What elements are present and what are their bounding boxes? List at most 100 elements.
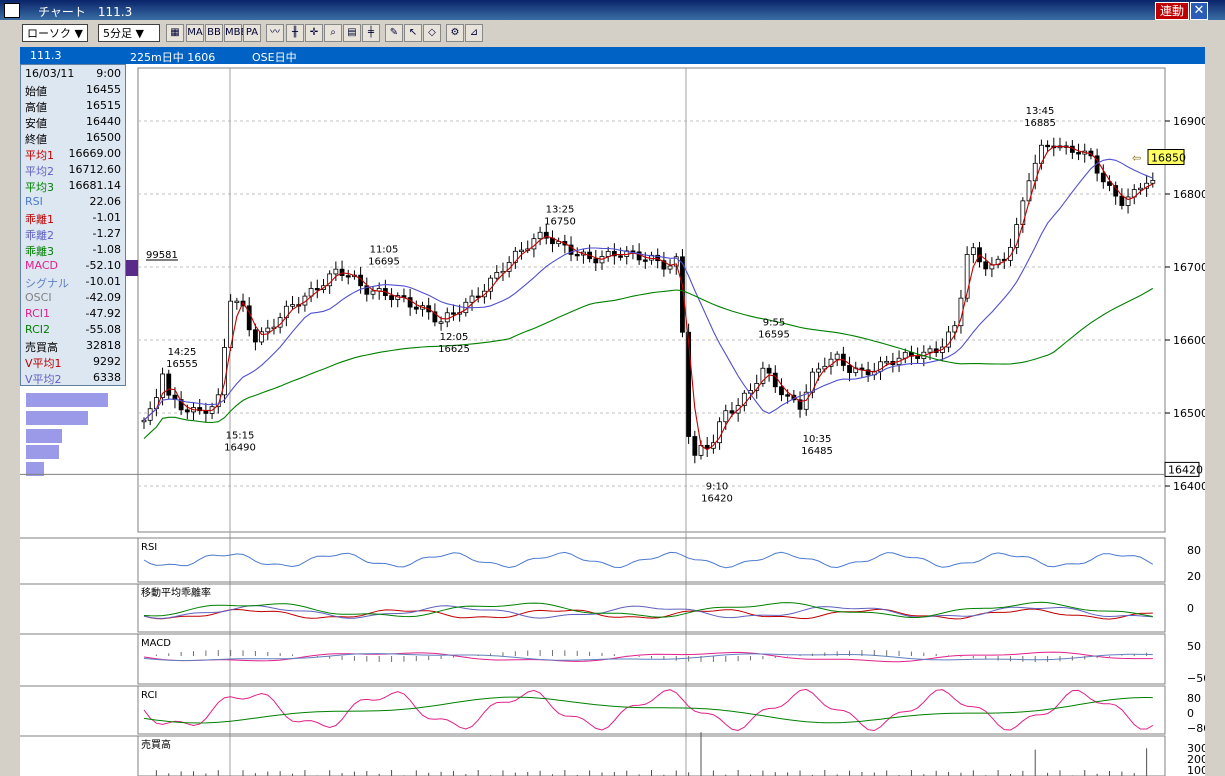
current-price-label: 16850: [1151, 152, 1186, 165]
annotation-price: 16420: [701, 493, 733, 504]
data-row-value: 16500: [86, 131, 121, 144]
candle-body: [593, 258, 599, 264]
right-scrollbar[interactable]: [1208, 47, 1225, 776]
candle-body: [797, 399, 803, 410]
candle-body: [438, 321, 444, 324]
data-row-label: 売買高: [25, 341, 58, 354]
close-icon[interactable]: ✕: [1190, 2, 1208, 20]
chart-type-select[interactable]: ローソク ▼: [22, 24, 88, 42]
candle-tool-icon[interactable]: ╫: [286, 24, 304, 42]
calculator-icon[interactable]: ▤: [343, 24, 361, 42]
data-row-value: 16440: [86, 115, 121, 128]
rci-panel-frame: [137, 685, 1166, 735]
current-price-arrow-icon: ⇦: [1132, 152, 1141, 165]
data-row-label: 平均2: [25, 165, 54, 178]
price-tick-label: 16800: [1173, 188, 1205, 201]
data-row-label: 高値: [25, 101, 47, 114]
candle-body: [772, 372, 778, 388]
candle-body: [642, 259, 648, 262]
price-tick-label: 16400: [1173, 480, 1205, 493]
candle-body: [970, 247, 976, 255]
data-row: 終値 16500: [25, 131, 121, 147]
annotation-price: 16750: [544, 217, 576, 228]
chart-app-icon: [4, 3, 20, 18]
candle-body: [692, 436, 698, 456]
data-row-value: -42.09: [85, 291, 121, 304]
annotation-time: 14:25: [168, 347, 197, 358]
volume-profile-bar: [26, 429, 62, 443]
zoom-icon[interactable]: ⌕: [324, 24, 342, 42]
data-row: 始値 16455: [25, 83, 121, 99]
data-row-label: 始値: [25, 85, 47, 98]
mbb-button[interactable]: MBB: [224, 24, 247, 42]
chart-area[interactable]: 16900 16800 16700 16600 16500 16400 99581 14:25…: [20, 64, 1205, 776]
candle-body: [847, 365, 852, 373]
data-row-value: 32818: [86, 339, 121, 352]
candle-body: [779, 386, 784, 396]
interval-select[interactable]: 5分足 ▼: [98, 24, 160, 42]
crosshair-icon[interactable]: ✛: [305, 24, 323, 42]
data-row: シグナル -10.01: [25, 275, 121, 291]
chart-canvas[interactable]: 16900 16800 16700 16600 16500 16400 99581 14:25…: [20, 64, 1205, 776]
bars-icon[interactable]: ╪: [362, 24, 380, 42]
candle-body: [574, 253, 580, 257]
data-row-label: 乖離1: [25, 213, 54, 226]
main-plot-frame: [137, 67, 1166, 533]
low-price-label: 16420: [1168, 463, 1203, 476]
fibonacci-icon[interactable]: ⊿: [465, 24, 483, 42]
signal-line: [143, 653, 1153, 661]
candle-body: [618, 255, 623, 258]
bb-button[interactable]: BB: [205, 24, 223, 42]
candle-body: [413, 306, 419, 310]
macd-panel-label: MACD: [141, 638, 171, 649]
data-row: RCI2 -55.08: [25, 323, 121, 339]
moving-average-1: [143, 145, 1154, 451]
price-tick-label: 16700: [1173, 261, 1205, 274]
volume-profile-marker: [125, 260, 138, 276]
data-row-value: 6338: [93, 371, 121, 384]
data-row-value: -47.92: [85, 307, 121, 320]
window-titlebar: チャート 111.3 連動 ✕: [0, 0, 1225, 20]
pen-icon[interactable]: ✎: [385, 24, 403, 42]
candle-body: [680, 256, 685, 333]
candle-body: [370, 290, 376, 295]
grid-icon[interactable]: ▦: [166, 24, 184, 42]
candle-body: [983, 261, 989, 270]
settings-icon[interactable]: ⚙: [446, 24, 464, 42]
candle-body: [1107, 181, 1112, 186]
rci-line-1: [143, 688, 1154, 732]
ma-button[interactable]: MA: [186, 24, 204, 42]
data-row-label: 乖離3: [25, 245, 54, 258]
data-row: V平均1 9292: [25, 355, 121, 371]
candle-body: [407, 297, 413, 308]
eraser-icon[interactable]: ◇: [423, 24, 441, 42]
data-row-label: 安値: [25, 117, 47, 130]
candle-body: [1076, 152, 1081, 155]
data-row-value: 16515: [86, 99, 121, 112]
candle-body: [197, 407, 203, 412]
price-tick-label: 16600: [1173, 334, 1205, 347]
line-chart-icon[interactable]: 〰: [266, 24, 284, 42]
kairi-panel-label: 移動平均乖離率: [141, 586, 211, 599]
rci-tick-label: 0: [1187, 707, 1194, 720]
rci-tick-label: −80: [1187, 722, 1205, 735]
candle-body: [1125, 196, 1131, 206]
candle-body: [686, 331, 692, 437]
data-row: 安値 16440: [25, 115, 121, 131]
data-row-label: OSCI: [25, 291, 52, 304]
candle-body: [265, 327, 271, 333]
rsi-panel-frame: [137, 537, 1166, 583]
candle-body: [853, 367, 859, 373]
candle-body: [389, 295, 394, 300]
candle-body: [964, 254, 970, 299]
data-row: RSI 22.06: [25, 195, 121, 211]
data-row-label: V平均1: [25, 357, 62, 370]
rsi-line: [143, 551, 1154, 569]
pa-button[interactable]: PA: [243, 24, 261, 42]
volume-profile-bar: [26, 411, 88, 425]
pointer-icon[interactable]: ↖: [404, 24, 422, 42]
annotation-time: 13:45: [1026, 106, 1055, 117]
candle-body: [760, 367, 766, 384]
link-toggle-button[interactable]: 連動: [1155, 2, 1189, 20]
candle-body: [160, 373, 165, 398]
